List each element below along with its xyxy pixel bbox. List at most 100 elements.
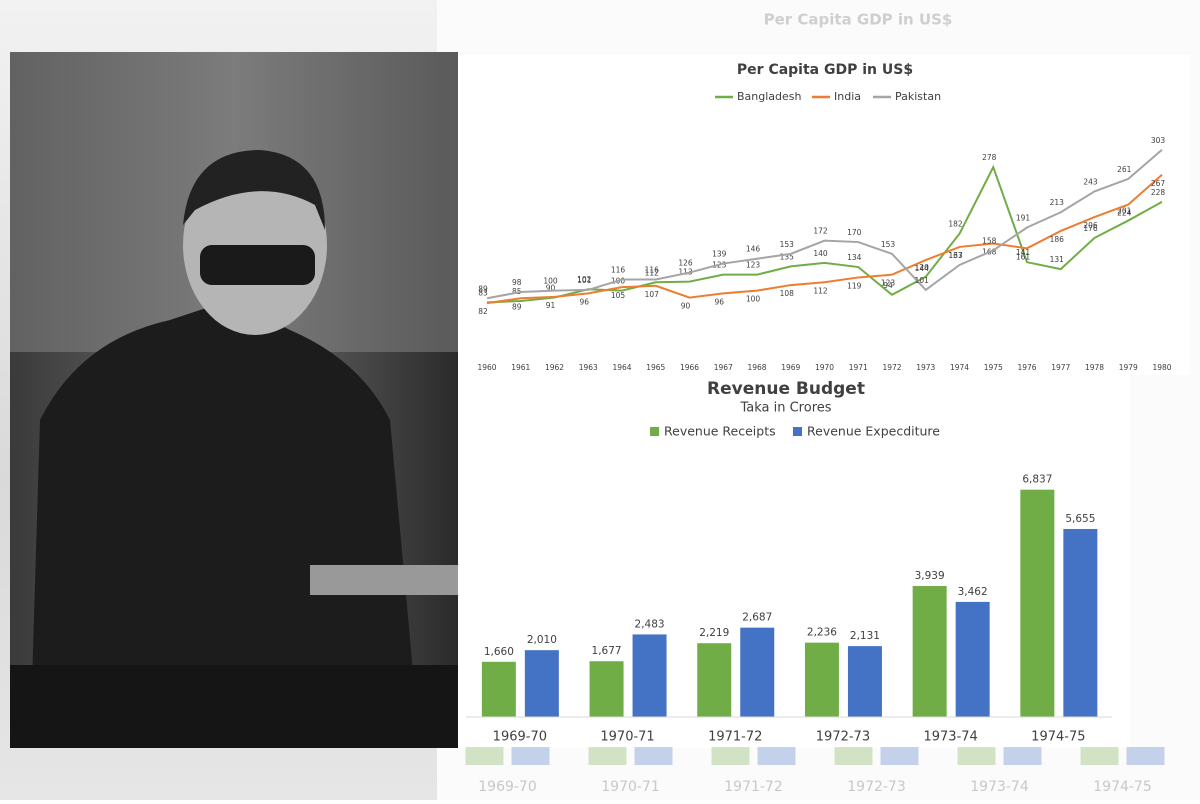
data-label: 105 — [611, 291, 626, 300]
data-label: 213 — [1050, 198, 1065, 207]
data-label: 2,131 — [850, 630, 880, 642]
data-label: 123 — [746, 261, 761, 270]
data-label: 98 — [512, 278, 522, 287]
data-label: 123 — [881, 279, 896, 288]
data-label: 153 — [881, 240, 896, 249]
x-tick-label: 1974-75 — [1031, 730, 1085, 745]
x-tick-label: 1960 — [477, 363, 496, 372]
data-label: 201 — [1117, 207, 1132, 216]
x-tick-label: 1966 — [680, 363, 699, 372]
data-label: 6,837 — [1022, 474, 1052, 486]
data-label: 161 — [1016, 252, 1031, 261]
data-label: 243 — [1083, 177, 1098, 186]
data-label: 206 — [1083, 221, 1098, 230]
bar — [955, 601, 990, 717]
data-label: 158 — [982, 236, 997, 245]
data-label: 112 — [645, 268, 660, 277]
data-label: 82 — [478, 307, 488, 316]
data-label: 131 — [1050, 255, 1065, 264]
faded-x-label: 1973-74 — [970, 779, 1029, 795]
data-label: 2,010 — [527, 634, 557, 646]
faded-x-label: 1969-70 — [478, 779, 537, 795]
data-label: 3,939 — [915, 570, 945, 582]
chart-title: Revenue Budget — [707, 379, 865, 399]
chart-title: Per Capita GDP in US$ — [737, 62, 913, 78]
x-tick-label: 1969-70 — [493, 730, 547, 745]
data-label: 1,677 — [592, 645, 622, 657]
bar — [740, 627, 775, 717]
x-tick-label: 1971 — [849, 363, 868, 372]
x-tick-label: 1973-74 — [923, 730, 977, 745]
bar — [524, 650, 559, 717]
data-label: 113 — [678, 268, 693, 277]
data-label: 102 — [577, 275, 592, 284]
data-label: 182 — [948, 220, 963, 229]
legend-label: Revenue Expecditure — [807, 424, 940, 439]
data-label: 100 — [543, 277, 558, 286]
x-tick-label: 1967 — [714, 363, 733, 372]
data-label: 134 — [847, 253, 862, 262]
x-tick-label: 1974 — [950, 363, 969, 372]
data-label: 267 — [1151, 179, 1166, 188]
faded-bar — [1126, 747, 1165, 765]
faded-bar — [634, 747, 673, 765]
data-label: 172 — [813, 227, 828, 236]
x-tick-label: 1962 — [545, 363, 564, 372]
x-tick-label: 1976 — [1017, 363, 1036, 372]
data-label: 90 — [681, 302, 691, 311]
data-label: 119 — [847, 281, 862, 290]
data-label: 101 — [915, 276, 930, 285]
bar — [1020, 489, 1055, 717]
data-label: 83 — [478, 288, 488, 297]
data-label: 116 — [645, 266, 660, 275]
x-tick-label: 1961 — [511, 363, 530, 372]
data-label: 1,660 — [484, 646, 514, 658]
data-label: 228 — [1151, 188, 1166, 197]
data-label: 96 — [579, 297, 589, 306]
x-tick-label: 1980 — [1152, 363, 1171, 372]
bar — [632, 634, 667, 717]
data-label: 146 — [746, 245, 761, 254]
series-line — [486, 149, 1163, 300]
data-label: 112 — [813, 286, 828, 295]
series-line — [486, 164, 1163, 304]
bar — [912, 586, 947, 717]
legend-label: Bangladesh — [737, 90, 802, 103]
data-label: 5,655 — [1065, 513, 1095, 525]
bar — [697, 643, 732, 717]
data-label: 224 — [1117, 209, 1132, 218]
x-tick-label: 1969 — [781, 363, 800, 372]
faded-x-label: 1970-71 — [601, 779, 660, 795]
data-label: 94 — [883, 281, 893, 290]
legend-label: India — [834, 90, 861, 103]
data-label: 90 — [546, 284, 556, 293]
x-tick-label: 1965 — [646, 363, 665, 372]
legend-label: Pakistan — [895, 90, 941, 103]
data-label: 137 — [948, 251, 963, 260]
x-tick-label: 1968 — [747, 363, 766, 372]
bar — [804, 642, 839, 717]
data-label: 141 — [1016, 248, 1031, 257]
x-tick-label: 1975 — [984, 363, 1003, 372]
data-label: 89 — [478, 284, 488, 293]
photo — [10, 52, 458, 748]
data-label: 153 — [780, 240, 795, 249]
faded-bar — [511, 747, 550, 765]
data-label: 2,687 — [742, 612, 772, 624]
data-label: 191 — [1016, 213, 1031, 222]
faded-bar — [1080, 747, 1119, 765]
faded-x-label: 1972-73 — [847, 779, 906, 795]
x-tick-label: 1963 — [579, 363, 598, 372]
data-label: 96 — [714, 297, 724, 306]
data-label: 140 — [813, 249, 828, 258]
faded-bar — [711, 747, 750, 765]
x-tick-label: 1979 — [1119, 363, 1138, 372]
faded-x-label: 1971-72 — [724, 779, 783, 795]
data-label: 120 — [915, 263, 930, 272]
x-tick-label: 1978 — [1085, 363, 1104, 372]
faded-title: Per Capita GDP in US$ — [764, 11, 953, 29]
bar — [589, 661, 624, 717]
faded-bar — [757, 747, 796, 765]
x-tick-label: 1964 — [612, 363, 631, 372]
